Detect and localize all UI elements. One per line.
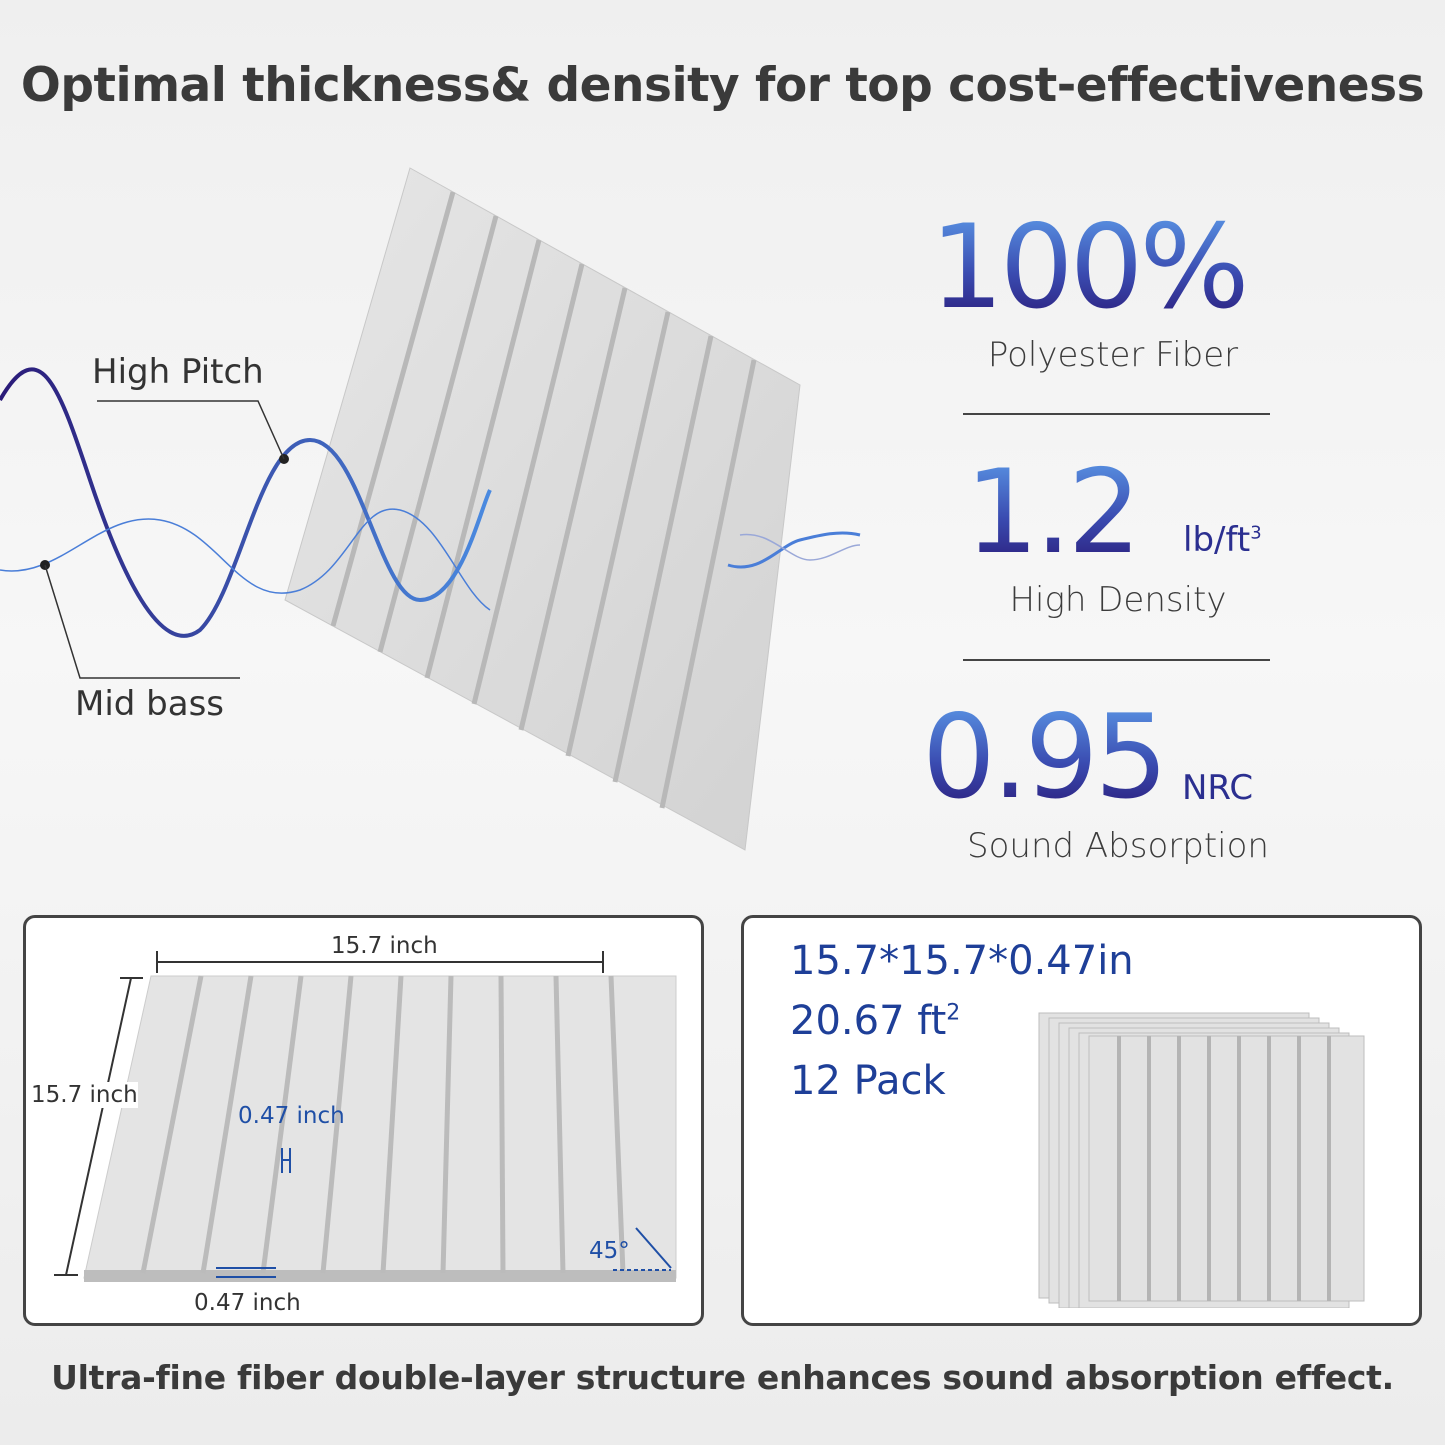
angle-label: 45° xyxy=(589,1238,630,1264)
specs-box xyxy=(741,915,1422,1326)
divider xyxy=(963,659,1270,661)
high-pitch-label: High Pitch xyxy=(92,352,264,392)
output-wave xyxy=(727,531,861,569)
spec-size: 15.7*15.7*0.47in xyxy=(790,938,1134,984)
mid-bass-wave xyxy=(0,508,491,611)
area-sup: 2 xyxy=(946,1000,961,1026)
height-label: 15.7 inch xyxy=(31,1082,138,1108)
width-label: 15.7 inch xyxy=(331,933,438,959)
high-pitch-wave xyxy=(0,367,492,638)
spec-area: 20.67 ft2 xyxy=(790,998,960,1044)
tilted-panel xyxy=(284,167,801,851)
unit-sup: 3 xyxy=(1250,522,1262,544)
spec-pack: 12 Pack xyxy=(790,1058,946,1104)
panel-stack-image xyxy=(1038,1012,1365,1308)
headline: Optimal thickness& density for top cost-… xyxy=(20,58,1425,113)
stat-value-nrc: 0.95 xyxy=(922,690,1168,825)
unit-text: lb/ft xyxy=(1183,520,1251,560)
stat-unit-density: lb/ft3 xyxy=(1183,520,1262,560)
groove-label: 0.47 inch xyxy=(194,1290,301,1316)
stat-label-nrc: Sound Absorption xyxy=(967,826,1269,866)
thickness-label: 0.47 inch xyxy=(238,1103,345,1129)
panel-wave-illustration xyxy=(0,167,861,851)
stat-label-fiber: Polyester Fiber xyxy=(987,335,1239,375)
stat-unit-nrc: NRC xyxy=(1182,768,1254,808)
stat-value-fiber: 100% xyxy=(930,200,1250,335)
divider xyxy=(963,413,1270,415)
panel-dimension-drawing xyxy=(54,951,677,1282)
footer-tagline: Ultra-fine fiber double-layer structure … xyxy=(51,1358,1394,1397)
dimensions-box: 15.7 inch 15.7 inch 0.47 inch 0.47 inch … xyxy=(23,915,704,1326)
stat-value-density: 1.2 xyxy=(965,445,1141,580)
mid-bass-label: Mid bass xyxy=(75,684,225,724)
output-wave-thin xyxy=(739,533,861,561)
stat-label-density: High Density xyxy=(1009,580,1227,620)
area-text: 20.67 ft xyxy=(790,998,947,1044)
